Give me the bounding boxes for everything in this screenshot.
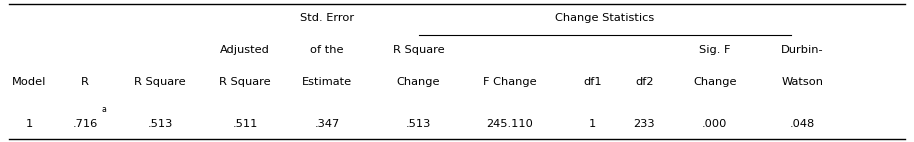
Text: df2: df2: [635, 77, 654, 87]
Text: of the: of the: [311, 45, 344, 55]
Text: .511: .511: [232, 119, 258, 129]
Text: 245.110: 245.110: [486, 119, 534, 129]
Text: .716: .716: [72, 119, 98, 129]
Text: 1: 1: [26, 119, 33, 129]
Text: Watson: Watson: [781, 77, 824, 87]
Text: Std. Error: Std. Error: [300, 13, 355, 23]
Text: 233: 233: [633, 119, 655, 129]
Text: Change Statistics: Change Statistics: [555, 13, 654, 23]
Text: Estimate: Estimate: [303, 77, 352, 87]
Text: Model: Model: [12, 77, 47, 87]
Text: Durbin-: Durbin-: [781, 45, 824, 55]
Text: a: a: [101, 105, 106, 114]
Text: Change: Change: [693, 77, 737, 87]
Text: Change: Change: [397, 77, 441, 87]
Text: R Square: R Square: [134, 77, 186, 87]
Text: Sig. F: Sig. F: [699, 45, 730, 55]
Text: R Square: R Square: [219, 77, 271, 87]
Text: R Square: R Square: [393, 45, 444, 55]
Text: .048: .048: [790, 119, 815, 129]
Text: 1: 1: [589, 119, 596, 129]
Text: df1: df1: [583, 77, 601, 87]
Text: .000: .000: [702, 119, 728, 129]
Text: R: R: [81, 77, 89, 87]
Text: .513: .513: [406, 119, 431, 129]
Text: Adjusted: Adjusted: [220, 45, 270, 55]
Text: F Change: F Change: [484, 77, 537, 87]
Text: .347: .347: [314, 119, 340, 129]
Text: .513: .513: [147, 119, 173, 129]
